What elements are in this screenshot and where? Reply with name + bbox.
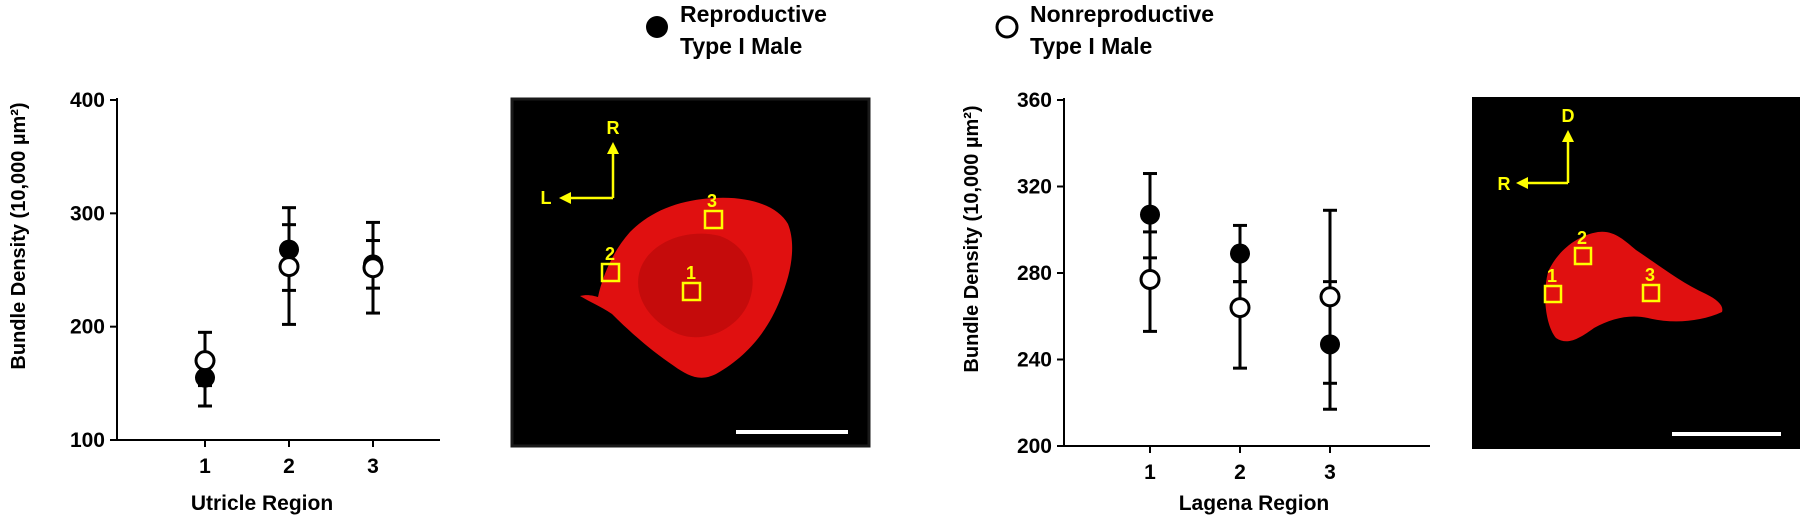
lagena-chart: Bundle Density (10,000 µm²) Lagena Regio… <box>961 89 1430 515</box>
lagena-x-tick-label: 3 <box>1324 461 1336 484</box>
utricle-x-tick-label: 2 <box>283 455 295 478</box>
utricle-region-box-2 <box>600 262 621 283</box>
lagena-y-tick-label: 280 <box>1017 262 1052 285</box>
lagena-region-box-2 <box>1573 246 1593 266</box>
lagena-point-filled <box>1230 243 1250 264</box>
legend-open-marker <box>995 15 1019 39</box>
utricle-chart: Bundle Density (10,000 µm²) Utricle Regi… <box>8 89 440 515</box>
utricle-orient-up: R <box>607 118 620 138</box>
lagena-region-box-3 <box>1641 283 1661 303</box>
utricle-y-tick-label: 200 <box>70 316 105 339</box>
lagena-point-open <box>1319 286 1341 308</box>
lagena-region-label-3: 3 <box>1645 265 1655 285</box>
lagena-region-label-2: 2 <box>1577 228 1587 248</box>
lagena-y-tick-label: 360 <box>1017 89 1052 112</box>
lagena-y-axis-label: Bundle Density (10,000 µm²) <box>961 105 983 372</box>
utricle-tissue-inner <box>638 233 753 338</box>
legend-filled-marker <box>646 16 668 38</box>
utricle-point-filled <box>195 367 215 388</box>
lagena-point-filled <box>1140 204 1160 225</box>
lagena-region-box-1 <box>1543 284 1563 304</box>
lagena-tissue <box>1545 231 1723 342</box>
utricle-x-axis-label: Utricle Region <box>191 492 333 515</box>
lagena-x-tick-label: 2 <box>1234 461 1246 484</box>
lagena-x-axis-label: Lagena Region <box>1179 492 1330 515</box>
lagena-orient-up: D <box>1562 106 1575 126</box>
utricle-y-tick-label: 100 <box>70 429 105 452</box>
utricle-region-box-1 <box>681 281 702 302</box>
lagena-point-open <box>1229 297 1251 319</box>
utricle-y-tick-label: 400 <box>70 89 105 112</box>
lagena-point-open <box>1139 268 1161 290</box>
legend: Reproductive Type I Male Nonreproductive… <box>646 1 1214 59</box>
lagena-y-tick-label: 240 <box>1017 349 1052 372</box>
lagena-point-filled <box>1320 334 1340 355</box>
utricle-region-box-3 <box>703 209 724 230</box>
utricle-point-filled <box>279 239 299 260</box>
utricle-image: R L 1 2 3 <box>510 97 871 448</box>
utricle-region-label-1: 1 <box>686 263 696 283</box>
lagena-region-label-1: 1 <box>1547 266 1557 286</box>
utricle-orient-side: L <box>541 188 552 208</box>
utricle-y-tick-label: 300 <box>70 202 105 225</box>
utricle-point-open <box>278 256 300 278</box>
utricle-region-label-3: 3 <box>707 191 717 211</box>
legend-open-label-line2: Type I Male <box>1030 33 1152 59</box>
utricle-region-label-2: 2 <box>605 244 615 264</box>
lagena-orient-side: R <box>1498 174 1511 194</box>
utricle-y-axis-label: Bundle Density (10,000 µm²) <box>8 102 30 369</box>
legend-filled-label: Reproductive <box>680 1 827 27</box>
lagena-image: D R 1 2 3 <box>1472 97 1800 449</box>
utricle-x-tick-label: 1 <box>199 455 211 478</box>
utricle-point-open <box>362 257 384 279</box>
utricle-x-tick-label: 3 <box>367 455 379 478</box>
lagena-y-tick-label: 320 <box>1017 176 1052 199</box>
legend-filled-label-line2: Type I Male <box>680 33 802 59</box>
lagena-y-tick-label: 200 <box>1017 435 1052 458</box>
legend-open-label: Nonreproductive <box>1030 1 1214 27</box>
utricle-point-open <box>194 350 216 372</box>
lagena-x-tick-label: 1 <box>1144 461 1156 484</box>
